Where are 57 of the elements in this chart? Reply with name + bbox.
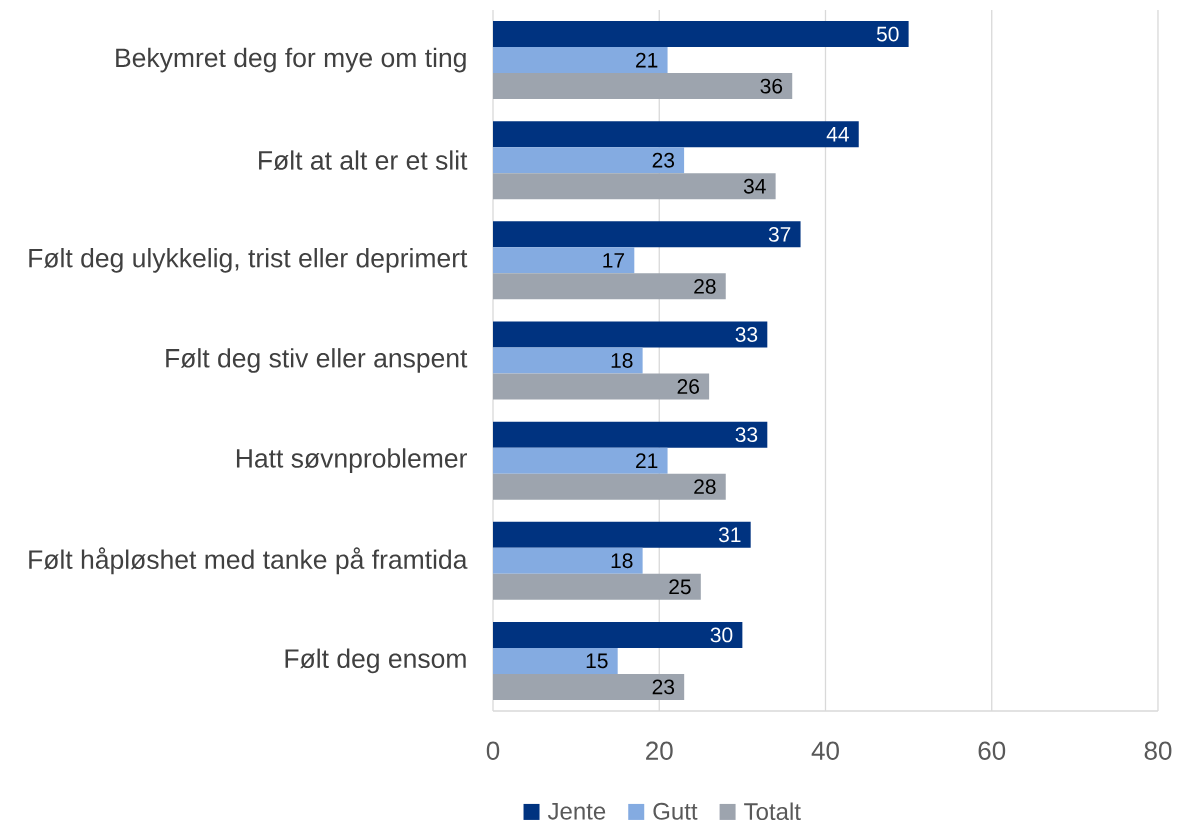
bar: [493, 447, 668, 474]
x-tick-label: 0: [486, 741, 500, 760]
y-tick-label: Følt håpløshet med tanke på framtida: [29, 547, 468, 575]
bar: [493, 247, 635, 274]
bar: [493, 173, 776, 200]
legend-label: Totalt: [744, 802, 801, 821]
data-label: 31: [718, 527, 741, 543]
y-tick-label: Bekymret deg for mye om ting: [116, 47, 466, 73]
data-label: 15: [586, 653, 608, 669]
bar: [493, 521, 751, 548]
bar: [493, 473, 726, 500]
bar: [493, 147, 685, 174]
data-label: 50: [876, 26, 899, 42]
bar: [493, 647, 618, 674]
bar: [493, 573, 701, 600]
bar: [493, 21, 909, 48]
data-label: 37: [768, 226, 791, 242]
data-label: 17: [603, 253, 625, 268]
data-label: 33: [735, 327, 758, 342]
y-tick-label: Følt deg stiv eller anspent: [166, 348, 468, 373]
x-tick-label: 80: [1144, 741, 1172, 760]
bar: [493, 321, 768, 348]
data-label: 23: [652, 152, 675, 168]
legend-label: Gutt: [653, 802, 698, 820]
data-label: 44: [826, 126, 849, 142]
bar: [493, 47, 668, 74]
x-tick-label: 20: [646, 741, 673, 760]
bar: [493, 547, 643, 574]
x-tick-label: 40: [811, 741, 839, 760]
bar: [493, 621, 743, 648]
data-label: 34: [743, 178, 766, 194]
data-label: 21: [636, 52, 658, 68]
data-label: 36: [760, 78, 783, 94]
bar: [493, 673, 685, 700]
bar: [493, 347, 643, 374]
bar: [493, 121, 859, 148]
data-label: 25: [669, 579, 691, 595]
data-label: 30: [710, 627, 733, 643]
y-tick-label: Følt deg ensom: [285, 648, 466, 674]
bar: [493, 273, 726, 300]
bar: [493, 421, 768, 448]
data-label: 26: [677, 379, 699, 394]
data-label: 21: [636, 453, 658, 468]
data-label: 18: [611, 353, 633, 368]
data-label: 33: [735, 427, 758, 443]
x-tick-label: 60: [978, 741, 1006, 760]
y-tick-label: Hatt søvnproblemer: [236, 448, 467, 473]
data-label: 28: [694, 278, 716, 294]
y-tick-label: Følt deg ulykkelig, trist eller deprimert: [29, 247, 468, 273]
data-label: 18: [611, 553, 633, 569]
bar: [493, 373, 710, 400]
bar: [493, 73, 793, 100]
data-label: 23: [652, 679, 675, 695]
bar: [493, 221, 801, 248]
data-label: 28: [694, 479, 716, 495]
legend-label: Jente: [547, 802, 606, 820]
y-tick-label: Følt at alt er et slit: [259, 150, 468, 171]
